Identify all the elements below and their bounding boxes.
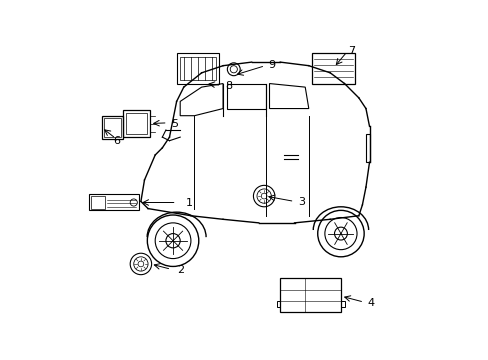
- Text: 5: 5: [171, 118, 178, 129]
- Bar: [280, 278, 340, 312]
- Bar: [176, 53, 219, 84]
- Text: 4: 4: [367, 298, 374, 308]
- Text: 9: 9: [267, 60, 275, 70]
- Bar: [340, 301, 344, 307]
- Bar: [180, 57, 216, 80]
- Bar: [89, 194, 139, 210]
- Text: 1: 1: [185, 198, 192, 207]
- Bar: [276, 301, 280, 307]
- Text: 3: 3: [298, 197, 305, 207]
- Text: 7: 7: [347, 46, 354, 56]
- Bar: [103, 118, 121, 137]
- Bar: [365, 134, 369, 162]
- Text: 6: 6: [113, 136, 120, 147]
- Bar: [123, 111, 149, 137]
- Text: 2: 2: [176, 265, 183, 275]
- Text: 8: 8: [224, 81, 231, 91]
- Bar: [91, 196, 105, 208]
- Bar: [125, 113, 147, 134]
- Bar: [102, 116, 123, 139]
- Bar: [312, 53, 354, 84]
